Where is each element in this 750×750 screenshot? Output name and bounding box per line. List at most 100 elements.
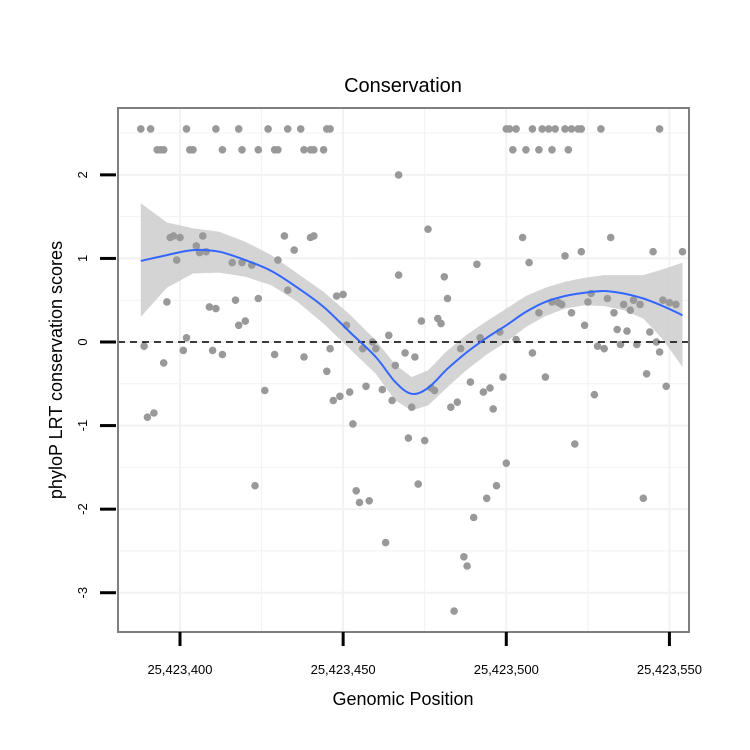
data-point bbox=[499, 373, 507, 381]
data-point bbox=[417, 317, 426, 325]
y-tick-label: -1 bbox=[75, 420, 90, 432]
y-tick-label: 1 bbox=[75, 255, 90, 262]
data-point bbox=[274, 146, 282, 154]
y-axis-title: phyloP LRT conservation scores bbox=[46, 241, 66, 499]
data-point bbox=[535, 309, 543, 317]
data-point bbox=[509, 146, 517, 154]
data-point bbox=[140, 342, 148, 351]
data-point bbox=[323, 367, 331, 376]
data-point bbox=[326, 344, 334, 353]
x-tick-label: 25,423,500 bbox=[474, 662, 539, 677]
y-tick-label: 0 bbox=[75, 338, 90, 345]
data-point bbox=[544, 125, 553, 133]
data-point bbox=[310, 146, 318, 154]
data-point bbox=[518, 233, 527, 242]
data-point bbox=[280, 232, 289, 240]
data-point bbox=[629, 296, 638, 305]
data-point bbox=[463, 562, 471, 570]
data-point bbox=[505, 125, 514, 133]
data-point bbox=[538, 125, 546, 133]
data-point bbox=[672, 300, 680, 309]
data-point bbox=[283, 286, 292, 295]
data-point bbox=[300, 353, 308, 361]
data-point bbox=[476, 334, 485, 342]
data-point bbox=[199, 232, 207, 240]
data-point bbox=[218, 146, 227, 154]
data-point bbox=[584, 298, 592, 306]
data-point bbox=[437, 319, 445, 328]
data-point bbox=[636, 300, 644, 309]
data-point bbox=[182, 125, 191, 133]
data-point bbox=[339, 290, 347, 299]
data-point bbox=[561, 125, 569, 133]
data-point bbox=[345, 388, 354, 396]
data-point bbox=[391, 361, 400, 370]
data-point bbox=[440, 273, 449, 281]
data-point bbox=[329, 396, 338, 405]
data-point bbox=[522, 146, 530, 154]
data-point bbox=[159, 359, 168, 367]
data-point bbox=[394, 171, 403, 179]
data-point bbox=[401, 349, 409, 357]
data-point bbox=[251, 481, 259, 490]
data-point bbox=[365, 497, 374, 505]
data-point bbox=[296, 125, 305, 133]
data-point bbox=[577, 125, 586, 133]
data-point bbox=[192, 242, 201, 250]
data-point bbox=[502, 459, 511, 468]
data-point bbox=[349, 420, 357, 428]
data-point bbox=[150, 409, 158, 417]
data-point bbox=[254, 294, 263, 303]
data-point bbox=[172, 256, 181, 264]
data-point bbox=[567, 309, 576, 317]
data-point bbox=[212, 125, 220, 133]
data-point bbox=[430, 386, 439, 395]
data-point bbox=[541, 373, 550, 381]
data-point bbox=[407, 403, 416, 412]
data-point bbox=[551, 125, 559, 133]
data-point bbox=[473, 260, 481, 269]
data-point bbox=[234, 321, 243, 330]
data-point bbox=[447, 403, 455, 412]
y-tick-label: 2 bbox=[75, 171, 90, 178]
data-point bbox=[238, 258, 246, 267]
data-point bbox=[205, 303, 214, 311]
data-point bbox=[642, 370, 651, 378]
x-tick-label: 25,423,450 bbox=[311, 662, 376, 677]
smooth-fit-line bbox=[140, 248, 683, 396]
data-point bbox=[326, 125, 334, 133]
data-point bbox=[182, 334, 191, 342]
data-point bbox=[567, 125, 576, 133]
data-point bbox=[332, 292, 341, 300]
data-point bbox=[385, 331, 393, 340]
data-point bbox=[381, 538, 390, 547]
data-point bbox=[649, 247, 657, 256]
data-point bbox=[678, 247, 687, 256]
data-point bbox=[137, 125, 145, 133]
data-point bbox=[659, 296, 667, 305]
data-point bbox=[290, 246, 299, 254]
data-point bbox=[372, 344, 380, 353]
data-point bbox=[218, 350, 227, 359]
confidence-band bbox=[140, 203, 683, 411]
data-point bbox=[355, 498, 364, 507]
x-tick-label: 25,423,550 bbox=[637, 662, 702, 677]
data-point bbox=[469, 513, 478, 522]
x-axis: 25,423,400 25,423,450 25,423,500 25,423,550 bbox=[147, 632, 702, 677]
data-point bbox=[623, 327, 631, 335]
data-point bbox=[254, 146, 263, 154]
data-point bbox=[163, 298, 171, 306]
x-tick-label: 25,423,400 bbox=[147, 662, 212, 677]
data-point bbox=[548, 146, 556, 154]
data-point bbox=[603, 294, 612, 303]
x-axis-title: Genomic Position bbox=[332, 689, 473, 709]
data-point bbox=[489, 405, 498, 413]
data-point bbox=[212, 304, 220, 313]
data-point bbox=[456, 344, 465, 353]
data-point bbox=[460, 553, 468, 561]
data-point bbox=[420, 436, 429, 445]
data-point bbox=[143, 413, 152, 422]
data-point bbox=[261, 386, 269, 395]
data-point bbox=[639, 494, 648, 503]
